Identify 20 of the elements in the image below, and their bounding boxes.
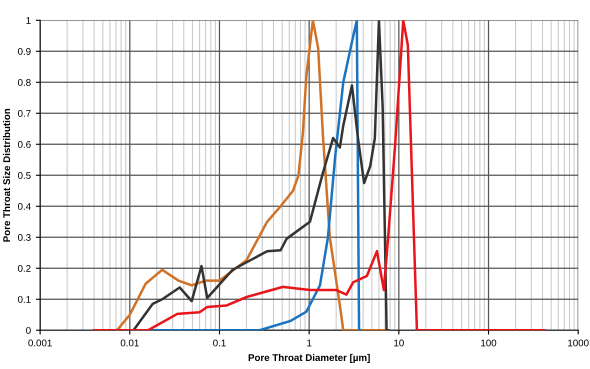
y-tick-label: 0 — [26, 326, 31, 334]
y-tick-label: 0.5 — [18, 172, 31, 179]
x-tick-label: 1 — [307, 340, 312, 346]
y-tick-label: 0.2 — [18, 264, 31, 272]
y-tick-label: 0.9 — [18, 48, 31, 55]
y-tick-label: 0.8 — [18, 79, 31, 86]
y-tick-label: 0.3 — [18, 234, 31, 241]
y-tick-label: 0.6 — [18, 141, 31, 148]
y-axis-title: Pore Throat Size Distribution — [2, 108, 10, 242]
x-tick-label: 1000 — [568, 340, 589, 346]
x-axis-title: Pore Throat Diameter [µm] — [248, 354, 370, 363]
y-tick-label: 1 — [26, 17, 31, 24]
x-tick-label: 0.1 — [213, 340, 226, 346]
y-tick-label: 0.1 — [18, 296, 31, 303]
x-tick-label: 0.001 — [28, 340, 52, 346]
y-tick-label: 0.4 — [18, 203, 31, 210]
x-tick-label: 10 — [394, 340, 404, 346]
y-tick-label: 0.7 — [18, 110, 31, 117]
x-tick-label: 0.01 — [120, 340, 139, 346]
x-tick-label: 100 — [481, 340, 496, 346]
